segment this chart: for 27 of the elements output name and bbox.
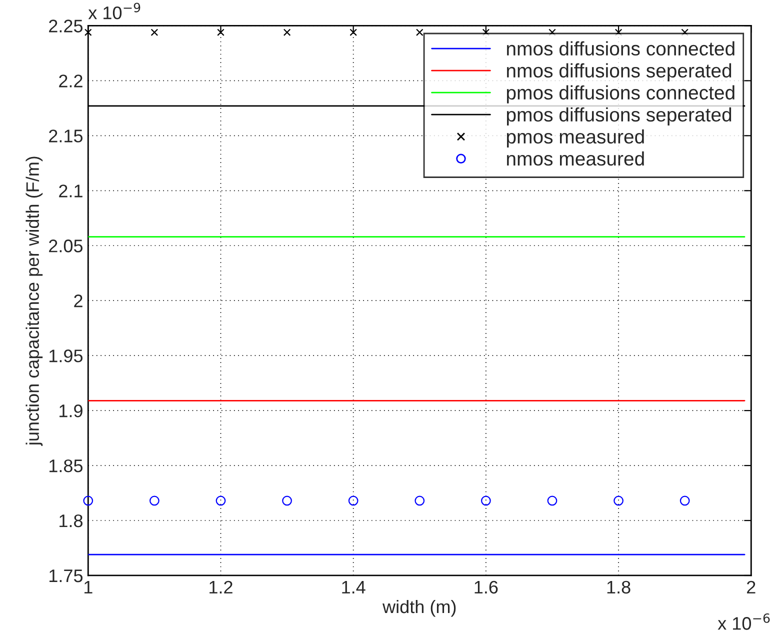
y-tick-label: 2.05	[49, 240, 83, 252]
y-tick-label: 2.25	[49, 20, 83, 32]
y-tick-label: 2.1	[59, 184, 82, 198]
y-tick-label: 2.2	[59, 74, 82, 88]
x-tick-label: 1	[84, 581, 92, 594]
x-tick-label: 1.6	[474, 580, 498, 594]
y-tick-label: 2.15	[49, 130, 83, 142]
legend-label: nmos diffusions connected	[507, 41, 734, 56]
legend-label: nmos measured	[507, 151, 644, 166]
y-tick-label: 1.95	[50, 350, 83, 362]
text: x 10$^{−9}$	[88, 2, 140, 20]
x-tick-label: 1.8	[607, 580, 630, 594]
legend-label: pmos measured	[506, 129, 644, 148]
text: x 10$^{−6}$	[718, 613, 770, 630]
y-axis-title: junction capacitance per width (F/m)	[26, 156, 43, 446]
legend-label: nmos diffusions seperated	[507, 63, 732, 82]
x-axis-title: width (m)	[382, 600, 456, 617]
y-tick-label: 1.75	[50, 570, 83, 582]
y-tick-label: 2	[74, 294, 82, 308]
legend-label: pmos diffusions connected	[506, 85, 734, 104]
y-tick-label: 1.8	[60, 514, 82, 528]
y-tick-label: 1.9	[60, 404, 82, 418]
x-tick-label: 2	[747, 580, 756, 594]
y-tick-label: 1.85	[50, 459, 83, 472]
x-tick-label: 1.4	[342, 581, 366, 594]
x-tick-label: 1.2	[210, 580, 232, 594]
legend-label: pmos diffusions seperated	[506, 107, 732, 126]
